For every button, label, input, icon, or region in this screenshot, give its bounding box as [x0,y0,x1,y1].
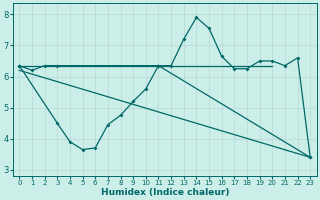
X-axis label: Humidex (Indice chaleur): Humidex (Indice chaleur) [100,188,229,197]
